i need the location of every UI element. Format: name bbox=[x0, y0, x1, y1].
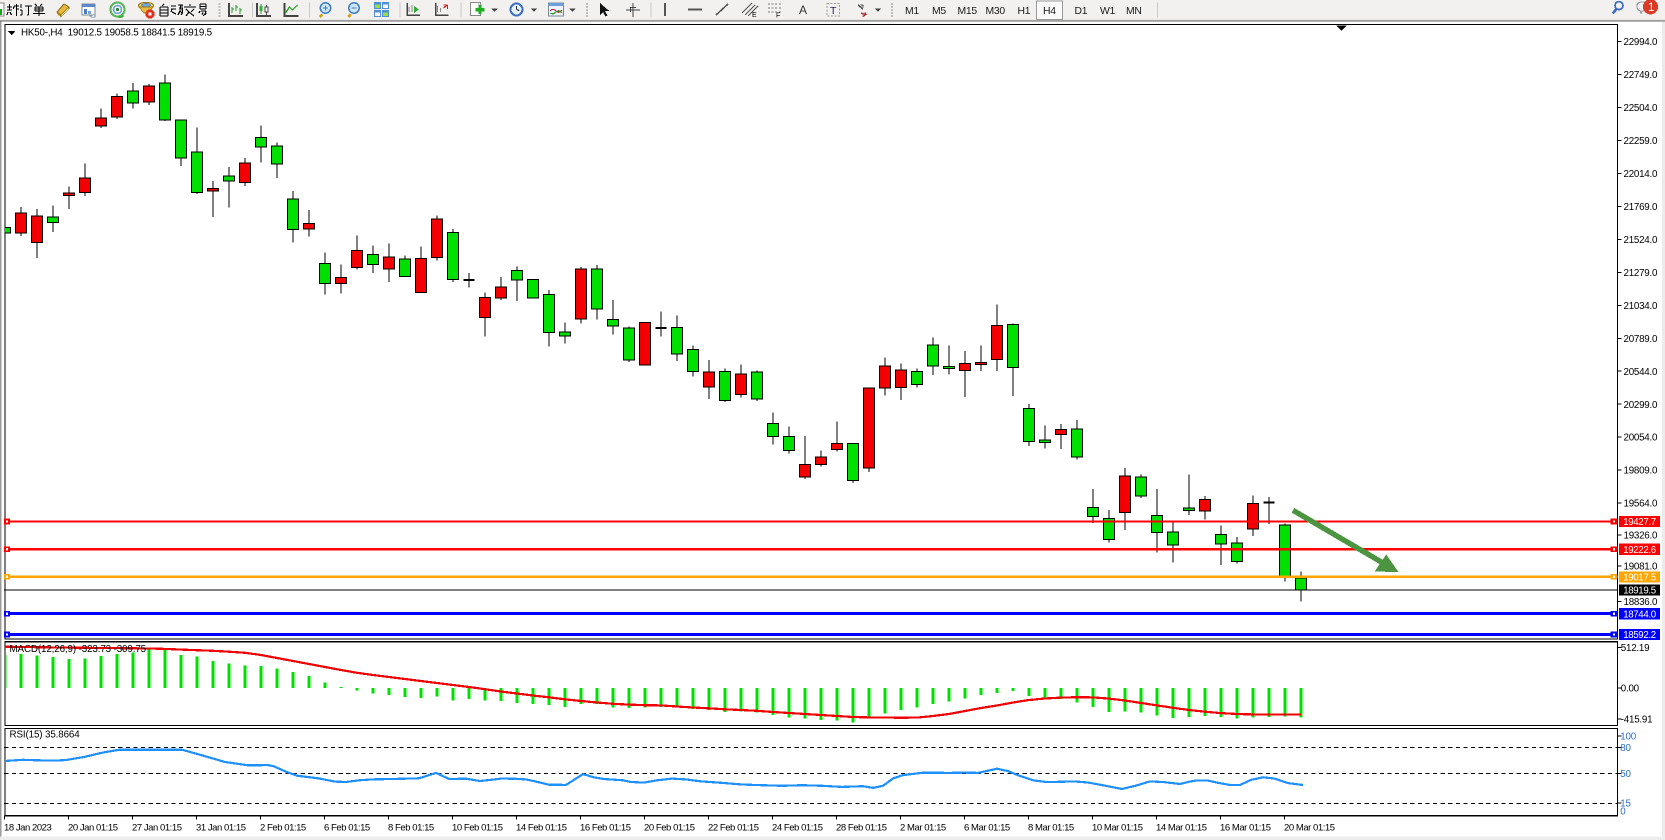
svg-text:18 Jan 2023: 18 Jan 2023 bbox=[4, 822, 52, 833]
svg-text:15: 15 bbox=[1620, 799, 1631, 810]
svg-text:6 Mar 01:15: 6 Mar 01:15 bbox=[964, 822, 1010, 833]
svg-text:0.00: 0.00 bbox=[1621, 683, 1640, 694]
svg-text:28 Feb 01:15: 28 Feb 01:15 bbox=[836, 822, 887, 833]
svg-text:W1: W1 bbox=[1100, 6, 1116, 17]
svg-text:21034.0: 21034.0 bbox=[1624, 301, 1658, 312]
svg-text:0: 0 bbox=[1620, 806, 1626, 817]
svg-text:HK50-,H4 19012.5 19058.5 1884: HK50-,H4 19012.5 19058.5 18841.5 18919.5 bbox=[21, 28, 213, 39]
svg-text:31 Jan 01:15: 31 Jan 01:15 bbox=[196, 822, 246, 833]
svg-text:27 Jan 01:15: 27 Jan 01:15 bbox=[132, 822, 182, 833]
svg-text:2 Feb 01:15: 2 Feb 01:15 bbox=[260, 822, 306, 833]
svg-text:M5: M5 bbox=[932, 6, 946, 17]
svg-text:MN: MN bbox=[1126, 6, 1142, 17]
svg-text:20299.0: 20299.0 bbox=[1624, 400, 1658, 411]
svg-text:10 Feb 01:15: 10 Feb 01:15 bbox=[452, 822, 503, 833]
svg-text:19564.0: 19564.0 bbox=[1624, 499, 1658, 510]
svg-text:M1: M1 bbox=[905, 6, 919, 17]
svg-text:MACD(12,26,9) -323.73 -309.75: MACD(12,26,9) -323.73 -309.75 bbox=[10, 644, 147, 655]
svg-text:22014.0: 22014.0 bbox=[1624, 169, 1658, 180]
svg-text:T: T bbox=[830, 5, 837, 17]
svg-text:M30: M30 bbox=[986, 6, 1006, 17]
svg-text:22749.0: 22749.0 bbox=[1624, 70, 1658, 81]
svg-text:20 Feb 01:15: 20 Feb 01:15 bbox=[644, 822, 695, 833]
svg-text:16 Feb 01:15: 16 Feb 01:15 bbox=[580, 822, 631, 833]
svg-text:6 Feb 01:15: 6 Feb 01:15 bbox=[324, 822, 370, 833]
svg-text:22259.0: 22259.0 bbox=[1624, 136, 1658, 147]
svg-text:18744.0: 18744.0 bbox=[1623, 609, 1657, 620]
svg-text:20789.0: 20789.0 bbox=[1624, 334, 1658, 345]
svg-text:512.19: 512.19 bbox=[1621, 643, 1649, 654]
svg-text:19222.6: 19222.6 bbox=[1623, 545, 1656, 556]
svg-text:19326.0: 19326.0 bbox=[1624, 531, 1658, 542]
svg-text:-415.91: -415.91 bbox=[1621, 714, 1652, 725]
svg-text:18592.2: 18592.2 bbox=[1623, 630, 1656, 641]
svg-text:19427.7: 19427.7 bbox=[1623, 517, 1656, 528]
svg-text:RSI(15) 35.8664: RSI(15) 35.8664 bbox=[10, 729, 81, 740]
svg-text:21279.0: 21279.0 bbox=[1624, 268, 1658, 279]
svg-text:24 Feb 01:15: 24 Feb 01:15 bbox=[772, 822, 823, 833]
svg-text:H4: H4 bbox=[1043, 6, 1056, 17]
svg-text:14 Feb 01:15: 14 Feb 01:15 bbox=[516, 822, 567, 833]
svg-text:8 Feb 01:15: 8 Feb 01:15 bbox=[388, 822, 434, 833]
svg-text:2 Mar 01:15: 2 Mar 01:15 bbox=[900, 822, 946, 833]
svg-text:8 Mar 01:15: 8 Mar 01:15 bbox=[1028, 822, 1074, 833]
svg-text:10 Mar 01:15: 10 Mar 01:15 bbox=[1092, 822, 1143, 833]
svg-text:19017.5: 19017.5 bbox=[1623, 573, 1656, 584]
svg-text:20544.0: 20544.0 bbox=[1624, 367, 1658, 378]
svg-text:18919.5: 18919.5 bbox=[1623, 586, 1656, 597]
svg-text:50: 50 bbox=[1620, 769, 1631, 780]
svg-text:E: E bbox=[752, 12, 757, 19]
svg-text:22994.0: 22994.0 bbox=[1624, 37, 1658, 48]
svg-text:19809.0: 19809.0 bbox=[1624, 466, 1658, 477]
svg-text:H1: H1 bbox=[1018, 6, 1031, 17]
svg-text:14 Mar 01:15: 14 Mar 01:15 bbox=[1156, 822, 1207, 833]
svg-text:19081.0: 19081.0 bbox=[1624, 562, 1658, 573]
svg-text:16 Mar 01:15: 16 Mar 01:15 bbox=[1220, 822, 1271, 833]
svg-text:100: 100 bbox=[1620, 731, 1636, 742]
svg-text:21769.0: 21769.0 bbox=[1624, 202, 1658, 213]
svg-text:18836.0: 18836.0 bbox=[1624, 597, 1658, 608]
svg-text:M15: M15 bbox=[958, 6, 978, 17]
svg-text:A: A bbox=[799, 3, 807, 17]
svg-text:F: F bbox=[776, 13, 780, 20]
svg-text:21524.0: 21524.0 bbox=[1624, 235, 1658, 246]
svg-text:20 Mar 01:15: 20 Mar 01:15 bbox=[1284, 822, 1335, 833]
svg-text:20054.0: 20054.0 bbox=[1624, 433, 1658, 444]
svg-text:22504.0: 22504.0 bbox=[1624, 103, 1658, 114]
svg-text:1: 1 bbox=[1648, 2, 1654, 14]
svg-text:80: 80 bbox=[1620, 743, 1631, 754]
svg-text:D1: D1 bbox=[1075, 6, 1088, 17]
svg-text:22 Feb 01:15: 22 Feb 01:15 bbox=[708, 822, 759, 833]
svg-text:20 Jan 01:15: 20 Jan 01:15 bbox=[68, 822, 118, 833]
